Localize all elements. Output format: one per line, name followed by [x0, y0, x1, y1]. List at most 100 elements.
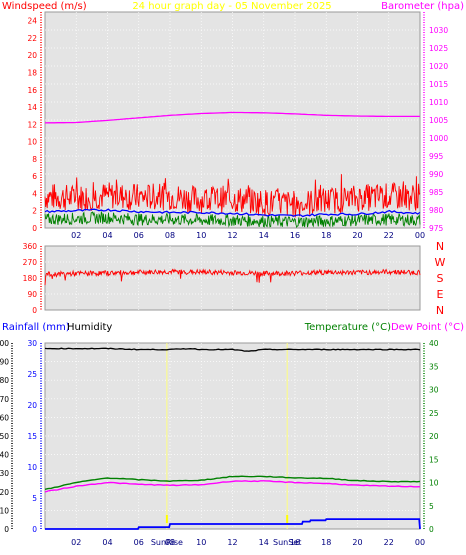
- windspeed-average-series-line: [44, 210, 421, 229]
- wind-x-tick-label: 02: [71, 231, 81, 240]
- wind-direction-series-line: [44, 268, 421, 286]
- wind-x-tick-label: 10: [196, 231, 206, 240]
- temperature-tick-label: 25: [429, 409, 439, 418]
- humidity-tick-label: 20: [0, 488, 9, 497]
- windspeed-tick-label: 0: [32, 224, 37, 233]
- barometer-tick-label: 1030: [429, 26, 448, 35]
- climate-x-tick-label: 02: [71, 538, 81, 547]
- compass-label-e: E: [437, 288, 444, 301]
- humidity-tick-label: 60: [0, 413, 9, 422]
- direction-tick-label: 180: [23, 274, 38, 283]
- barometer-tick-label: 1005: [429, 116, 448, 125]
- humidity-tick-label: 0: [4, 525, 9, 534]
- wind-x-tick-label: 22: [384, 231, 394, 240]
- barometer-tick-label: 980: [429, 206, 444, 215]
- direction-tick-label: 360: [23, 242, 38, 251]
- sun-marker-tick: [165, 515, 168, 523]
- wind-x-tick-label: 12: [227, 231, 237, 240]
- climate-x-tick-label: 18: [321, 538, 331, 547]
- wind-x-tick-label: 14: [259, 231, 269, 240]
- barometer-tick-label: 1000: [429, 134, 448, 143]
- windspeed-tick-label: 12: [27, 120, 37, 129]
- compass-label-n: N: [436, 304, 444, 317]
- temperature-tick-label: 20: [429, 432, 439, 441]
- barometer-tick-label: 1010: [429, 98, 448, 107]
- windspeed-tick-label: 10: [27, 138, 37, 147]
- wind-x-tick-label: 06: [134, 231, 144, 240]
- climate-x-tick-label: 14: [259, 538, 269, 547]
- barometer-tick-label: 1025: [429, 44, 448, 53]
- dew-point-axis-title: Dew Point (°C): [391, 322, 464, 333]
- sunset-marker-label: SunSet: [273, 538, 301, 547]
- humidity-tick-label: 40: [0, 451, 9, 460]
- compass-label-n: N: [436, 240, 444, 253]
- barometer-series-line: [44, 111, 420, 124]
- windspeed-tick-label: 14: [27, 103, 37, 112]
- wind-x-tick-label: 18: [321, 231, 331, 240]
- windspeed-tick-label: 2: [32, 207, 37, 216]
- wind-x-tick-label: 08: [165, 231, 175, 240]
- direction-tick-label: 270: [23, 258, 38, 267]
- climate-x-tick-label: 04: [102, 538, 112, 547]
- climate-x-tick-label: 00: [415, 538, 425, 547]
- barometer-axis-title: Barometer (hpa): [381, 1, 464, 12]
- humidity-tick-label: 100: [0, 339, 9, 348]
- rainfall-tick-label: 30: [27, 339, 37, 348]
- humidity-tick-label: 80: [0, 376, 9, 385]
- rainfall-series-line: [45, 518, 421, 530]
- humidity-tick-label: 10: [0, 506, 9, 515]
- humidity-tick-label: 30: [0, 469, 9, 478]
- climate-x-tick-label: 22: [384, 538, 394, 547]
- barometer-tick-label: 990: [429, 170, 444, 179]
- windspeed-tick-label: 16: [27, 86, 37, 95]
- climate-x-tick-label: 12: [227, 538, 237, 547]
- barometer-tick-label: 1015: [429, 80, 448, 89]
- climate-x-tick-label: 10: [196, 538, 206, 547]
- barometer-tick-label: 995: [429, 152, 444, 161]
- dew-point-series-line: [44, 480, 421, 493]
- rainfall-tick-label: 25: [27, 370, 37, 379]
- sun-marker-tick: [286, 515, 289, 523]
- direction-tick-label: 90: [27, 290, 37, 299]
- rainfall-tick-label: 10: [27, 463, 37, 472]
- temperature-tick-label: 40: [429, 339, 439, 348]
- wind-x-tick-label: 20: [352, 231, 362, 240]
- rainfall-tick-label: 15: [27, 432, 37, 441]
- rainfall-tick-label: 0: [32, 525, 37, 534]
- temperature-series-line: [44, 475, 421, 490]
- temperature-tick-label: 5: [429, 502, 434, 511]
- humidity-series-line: [44, 347, 421, 352]
- rainfall-tick-label: 20: [27, 401, 37, 410]
- windspeed-series-line: [44, 174, 421, 218]
- humidity-axis-title: Humidity: [67, 322, 112, 333]
- windspeed-tick-label: 6: [32, 172, 37, 181]
- temperature-tick-label: 35: [429, 362, 439, 371]
- wind-gust-mean-series-line: [44, 208, 421, 218]
- windspeed-tick-label: 18: [27, 68, 37, 77]
- wind-x-tick-label: 00: [415, 231, 425, 240]
- humidity-tick-label: 70: [0, 395, 9, 404]
- climate-x-tick-label: 16: [290, 538, 300, 547]
- barometer-tick-label: 985: [429, 188, 444, 197]
- rainfall-axis-title: Rainfall (mm): [2, 322, 70, 333]
- barometer-tick-label: 1020: [429, 62, 448, 71]
- windspeed-tick-label: 8: [32, 155, 37, 164]
- temperature-tick-label: 30: [429, 386, 439, 395]
- windspeed-tick-label: 4: [32, 189, 37, 198]
- windspeed-axis-title: Windspeed (m/s): [2, 1, 87, 12]
- wind-x-tick-label: 16: [290, 231, 300, 240]
- barometer-tick-label: 975: [429, 224, 444, 233]
- wind-x-tick-label: 04: [102, 231, 112, 240]
- temperature-axis-title: Temperature (°C): [304, 322, 391, 333]
- humidity-tick-label: 50: [0, 432, 9, 441]
- chart-title: 24 hour graph day - 05 November 2025: [132, 1, 331, 12]
- windspeed-tick-label: 22: [27, 34, 37, 43]
- temperature-tick-label: 15: [429, 455, 439, 464]
- rainfall-tick-label: 5: [32, 494, 37, 503]
- temperature-tick-label: 0: [429, 525, 434, 534]
- sunrise-marker-label: SunRise: [151, 538, 183, 547]
- humidity-tick-label: 90: [0, 358, 9, 367]
- climate-x-tick-label: 06: [134, 538, 144, 547]
- compass-label-w: W: [435, 256, 446, 269]
